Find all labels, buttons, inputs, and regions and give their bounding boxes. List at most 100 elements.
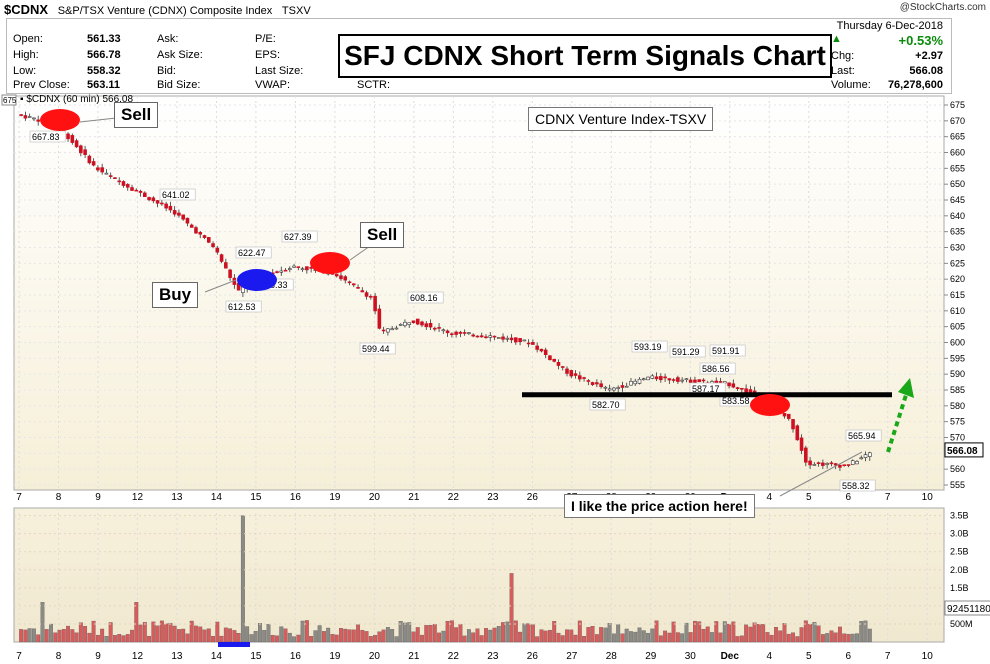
volume-bar	[573, 634, 578, 643]
volume-bar	[185, 633, 190, 643]
volume-bar	[680, 633, 685, 643]
volume-bar	[629, 631, 633, 643]
volume-bar	[300, 620, 305, 643]
green-arrow-line	[886, 394, 908, 453]
low-value: 558.32	[87, 65, 121, 77]
candle	[676, 377, 680, 382]
candle	[484, 336, 488, 339]
volume-bar	[590, 626, 595, 643]
volume-bar	[539, 629, 544, 643]
volume-bar	[859, 621, 864, 643]
candle	[859, 457, 864, 460]
bid-size-label: Bid Size:	[157, 79, 201, 91]
x-tick-label: 16	[290, 651, 302, 662]
candle	[552, 358, 557, 362]
chart-header: $CDNX S&P/TSX Venture (CDNX) Composite I…	[4, 2, 311, 17]
candle	[83, 149, 87, 155]
volume-bar	[147, 635, 152, 643]
x-tick-label: 9	[95, 492, 101, 503]
candle	[407, 322, 412, 325]
volume-bar	[675, 632, 680, 643]
price-label: 586.56	[702, 364, 730, 374]
candle	[718, 381, 723, 383]
y-tick-label: 665	[950, 132, 965, 142]
y-tick-label: 625	[950, 258, 965, 268]
candle	[441, 329, 446, 332]
candle	[701, 379, 706, 382]
y-tick-label: 615	[950, 290, 965, 300]
candle	[87, 155, 92, 164]
volume-tick-label: 2.0B	[950, 565, 969, 575]
index-label-box: CDNX Venture Index-TSXV	[528, 107, 714, 131]
price-label-box	[709, 344, 746, 357]
x-tick-label: 8	[56, 492, 62, 503]
volume-bar	[31, 628, 36, 643]
x-tick-label: 19	[329, 492, 341, 503]
volume-bar	[488, 629, 493, 643]
y-tick-label: 645	[950, 195, 965, 205]
volume-bar	[522, 623, 527, 643]
candle	[654, 376, 659, 380]
candle	[650, 375, 655, 379]
candle	[283, 269, 288, 272]
volume-bar	[654, 620, 659, 643]
candle	[377, 308, 382, 329]
volume-bar	[820, 634, 825, 643]
volume-bar	[104, 636, 109, 643]
candle	[735, 387, 740, 390]
volume-bar	[390, 629, 395, 643]
price-label-box	[669, 345, 706, 358]
candle	[471, 334, 475, 337]
candle	[428, 322, 433, 328]
y-tick-label: 650	[950, 179, 965, 189]
chg-value: +2.97	[915, 50, 943, 62]
candle	[113, 177, 117, 179]
x-tick-label: 14	[211, 651, 223, 662]
candle	[684, 378, 689, 380]
volume-panel	[13, 507, 945, 643]
volume-bar	[194, 625, 198, 643]
x-tick-label: 7	[16, 492, 22, 503]
volume-bar	[565, 629, 569, 643]
candle	[509, 337, 514, 341]
low-label: Low:	[13, 65, 37, 77]
y-tick-label: 590	[950, 369, 965, 379]
candle	[829, 462, 834, 465]
volume-bar	[774, 626, 778, 643]
candle	[740, 387, 744, 390]
x-tick-label: 27	[566, 651, 578, 662]
candle	[215, 247, 220, 253]
volume-bar	[803, 620, 808, 643]
volume-bar	[867, 628, 872, 643]
volume-bar	[829, 630, 834, 643]
volume-bar	[637, 627, 642, 643]
volume-bar	[117, 634, 122, 643]
buy-volume-marker	[218, 642, 250, 647]
volume-bar	[70, 629, 75, 643]
volume-bar	[693, 620, 697, 643]
candle	[531, 342, 535, 345]
candle	[462, 332, 467, 334]
candle	[143, 192, 147, 198]
current-price-tag	[944, 442, 984, 458]
candle	[786, 413, 791, 419]
volume-bar	[411, 631, 416, 643]
candle	[526, 342, 531, 345]
y-tick-label: 575	[950, 417, 965, 427]
candle	[96, 167, 100, 171]
source-credit: @StockCharts.com	[899, 2, 986, 13]
eps-label: EPS:	[255, 49, 281, 61]
sell-callout-2: Sell	[360, 222, 405, 248]
volume-bar	[548, 629, 552, 643]
candle	[403, 321, 407, 327]
candle	[458, 331, 463, 334]
series-legend: ▪ $CDNX (60 min) 566.08	[20, 94, 133, 105]
volume-bar	[795, 636, 800, 643]
x-tick-label: 7	[885, 651, 891, 662]
volume-bar	[816, 625, 821, 643]
candle	[147, 197, 151, 201]
x-tick-label: 13	[171, 651, 183, 662]
candle	[629, 380, 633, 386]
volume-bar	[398, 621, 403, 643]
